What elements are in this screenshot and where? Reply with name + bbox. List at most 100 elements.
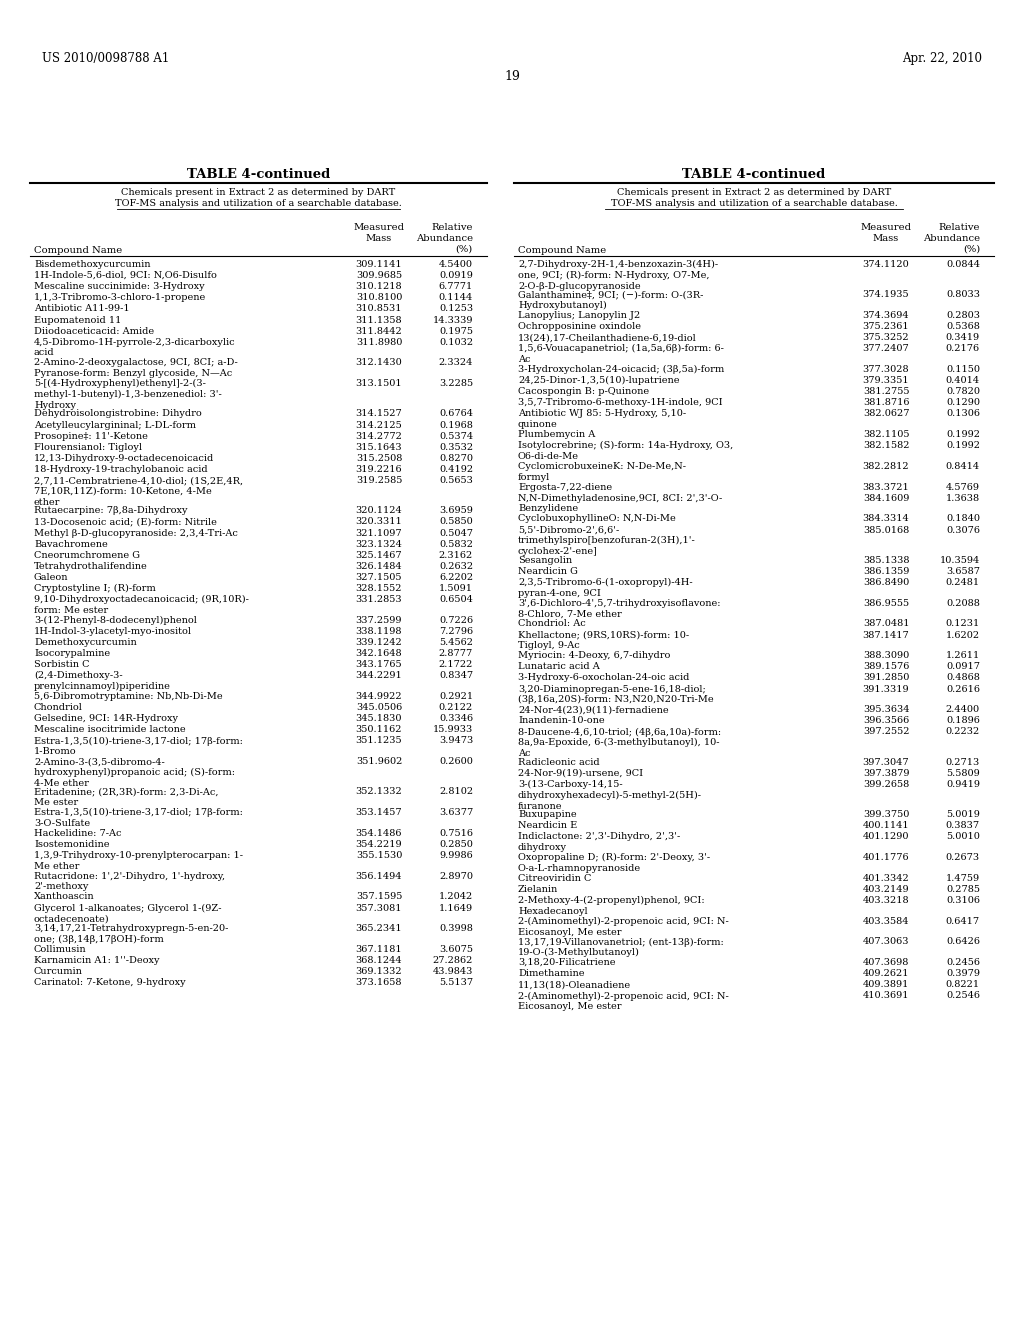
Text: 409.3891: 409.3891: [863, 981, 909, 989]
Text: 24,25-Dinor-1,3,5(10)-lupatriene: 24,25-Dinor-1,3,5(10)-lupatriene: [518, 376, 680, 385]
Text: Compound Name: Compound Name: [34, 246, 122, 255]
Text: Prosopine‡: 11'-Ketone: Prosopine‡: 11'-Ketone: [34, 432, 147, 441]
Text: Buxupapine: Buxupapine: [518, 810, 577, 820]
Text: 403.2149: 403.2149: [862, 884, 909, 894]
Text: 0.8347: 0.8347: [439, 672, 473, 680]
Text: 396.3566: 396.3566: [863, 717, 909, 725]
Text: Chemicals present in Extract 2 as determined by DART: Chemicals present in Extract 2 as determ…: [122, 187, 395, 197]
Text: 0.6764: 0.6764: [439, 409, 473, 418]
Text: 4.5400: 4.5400: [439, 260, 473, 269]
Text: 11,13(18)-Oleanadiene: 11,13(18)-Oleanadiene: [518, 981, 631, 989]
Text: 326.1484: 326.1484: [355, 562, 402, 570]
Text: Myriocin: 4-Deoxy, 6,7-dihydro: Myriocin: 4-Deoxy, 6,7-dihydro: [518, 651, 671, 660]
Text: 0.5368: 0.5368: [946, 322, 980, 331]
Text: Hackelidine: 7-Ac: Hackelidine: 7-Ac: [34, 829, 122, 838]
Text: 384.3314: 384.3314: [862, 515, 909, 524]
Text: Cacospongin B: p-Quinone: Cacospongin B: p-Quinone: [518, 387, 649, 396]
Text: 382.1582: 382.1582: [863, 441, 909, 450]
Text: 0.1231: 0.1231: [946, 619, 980, 628]
Text: 344.9922: 344.9922: [355, 692, 402, 701]
Text: 367.1181: 367.1181: [355, 945, 402, 954]
Text: 0.2176: 0.2176: [946, 345, 980, 354]
Text: 1H-Indole-5,6-diol, 9CI: N,O6-Disulfo: 1H-Indole-5,6-diol, 9CI: N,O6-Disulfo: [34, 271, 217, 280]
Text: CyclomicrobuxeineK: N-De-Me,N-
formyl: CyclomicrobuxeineK: N-De-Me,N- formyl: [518, 462, 686, 482]
Text: 381.8716: 381.8716: [863, 399, 909, 408]
Text: 327.1505: 327.1505: [355, 573, 402, 582]
Text: 1.5091: 1.5091: [439, 583, 473, 593]
Text: Eritadenine; (2R,3R)-form: 2,3-Di-Ac,
Me ester: Eritadenine; (2R,3R)-form: 2,3-Di-Ac, Me…: [34, 788, 218, 807]
Text: 9,10-Dihydroxyoctadecanoicacid; (9R,10R)-
form: Me ester: 9,10-Dihydroxyoctadecanoicacid; (9R,10R)…: [34, 595, 249, 615]
Text: 2-Amino-2-deoxygalactose, 9CI, 8CI; a-D-
Pyranose-form: Benzyl glycoside, N—Ac: 2-Amino-2-deoxygalactose, 9CI, 8CI; a-D-…: [34, 359, 238, 378]
Text: 0.3076: 0.3076: [946, 525, 980, 535]
Text: Carinatol: 7-Ketone, 9-hydroxy: Carinatol: 7-Ketone, 9-hydroxy: [34, 978, 185, 987]
Text: 0.8033: 0.8033: [946, 290, 980, 300]
Text: 0.2921: 0.2921: [439, 692, 473, 701]
Text: Khellactone; (9RS,10RS)-form: 10-
Tigloyl, 9-Ac: Khellactone; (9RS,10RS)-form: 10- Tigloy…: [518, 631, 689, 651]
Text: 5.5809: 5.5809: [946, 768, 980, 777]
Text: 1,1,3-Tribromo-3-chloro-1-propene: 1,1,3-Tribromo-3-chloro-1-propene: [34, 293, 206, 302]
Text: 0.3106: 0.3106: [946, 896, 980, 906]
Text: Galanthamine‡, 9CI; (−)-form: O-(3R-
Hydroxybutanoyl): Galanthamine‡, 9CI; (−)-form: O-(3R- Hyd…: [518, 290, 703, 310]
Text: 352.1332: 352.1332: [355, 788, 402, 796]
Text: 3-Hydroxycholan-24-oicacid; (3β,5a)-form: 3-Hydroxycholan-24-oicacid; (3β,5a)-form: [518, 366, 724, 374]
Text: TABLE 4-continued: TABLE 4-continued: [186, 168, 330, 181]
Text: Relative
Abundance
(%): Relative Abundance (%): [923, 223, 980, 253]
Text: 403.3218: 403.3218: [862, 896, 909, 906]
Text: 391.2850: 391.2850: [863, 673, 909, 682]
Text: 0.3837: 0.3837: [946, 821, 980, 830]
Text: 395.3634: 395.3634: [863, 705, 909, 714]
Text: 0.2616: 0.2616: [946, 685, 980, 693]
Text: 5,5'-Dibromo-2',6,6'-
trimethylspiro[benzofuran-2(3H),1'-
cyclohex-2'-ene]: 5,5'-Dibromo-2',6,6'- trimethylspiro[ben…: [518, 525, 695, 556]
Text: 15.9933: 15.9933: [433, 725, 473, 734]
Text: 0.2713: 0.2713: [946, 758, 980, 767]
Text: 312.1430: 312.1430: [355, 359, 402, 367]
Text: Oxopropaline D; (R)-form: 2'-Deoxy, 3'-
O-a-L-rhamnopyranoside: Oxopropaline D; (R)-form: 2'-Deoxy, 3'- …: [518, 853, 710, 873]
Text: 0.5832: 0.5832: [439, 540, 473, 549]
Text: 0.1253: 0.1253: [439, 305, 473, 313]
Text: 319.2216: 319.2216: [355, 465, 402, 474]
Text: 0.5047: 0.5047: [439, 528, 473, 537]
Text: 0.2546: 0.2546: [946, 991, 980, 1001]
Text: 355.1530: 355.1530: [355, 851, 402, 861]
Text: 331.2853: 331.2853: [355, 595, 402, 605]
Text: 357.1595: 357.1595: [355, 892, 402, 902]
Text: 401.1290: 401.1290: [863, 833, 909, 841]
Text: 3.9473: 3.9473: [438, 737, 473, 746]
Text: 19: 19: [504, 70, 520, 83]
Text: 0.4192: 0.4192: [439, 465, 473, 474]
Text: 374.1120: 374.1120: [862, 260, 909, 269]
Text: 5,6-Dibromotryptamine: Nb,Nb-Di-Me: 5,6-Dibromotryptamine: Nb,Nb-Di-Me: [34, 692, 222, 701]
Text: 350.1162: 350.1162: [355, 725, 402, 734]
Text: 9.9986: 9.9986: [439, 851, 473, 861]
Text: 0.2673: 0.2673: [946, 853, 980, 862]
Text: 354.2219: 354.2219: [355, 840, 402, 849]
Text: 397.3047: 397.3047: [862, 758, 909, 767]
Text: 0.6504: 0.6504: [439, 595, 473, 605]
Text: Xanthoascin: Xanthoascin: [34, 892, 94, 902]
Text: 338.1198: 338.1198: [355, 627, 402, 636]
Text: TOF-MS analysis and utilization of a searchable database.: TOF-MS analysis and utilization of a sea…: [610, 199, 897, 209]
Text: 377.2407: 377.2407: [862, 345, 909, 354]
Text: 310.1218: 310.1218: [355, 282, 402, 292]
Text: Estra-1,3,5(10)-triene-3,17-diol; 17β-form:
1-Bromo: Estra-1,3,5(10)-triene-3,17-diol; 17β-fo…: [34, 737, 243, 756]
Text: 403.3584: 403.3584: [863, 916, 909, 925]
Text: 2.8102: 2.8102: [439, 788, 473, 796]
Text: 5.4562: 5.4562: [439, 638, 473, 647]
Text: 0.1306: 0.1306: [946, 409, 980, 418]
Text: 399.3750: 399.3750: [863, 810, 909, 820]
Text: 0.3419: 0.3419: [946, 333, 980, 342]
Text: Lanopylius; Lanopylin J2: Lanopylius; Lanopylin J2: [518, 312, 640, 319]
Text: 1,3,9-Trihydroxy-10-prenylpterocarpan: 1-
Me ether: 1,3,9-Trihydroxy-10-prenylpterocarpan: 1…: [34, 851, 243, 871]
Text: 337.2599: 337.2599: [355, 616, 402, 624]
Text: 321.1097: 321.1097: [355, 528, 402, 537]
Text: 313.1501: 313.1501: [355, 379, 402, 388]
Text: 328.1552: 328.1552: [355, 583, 402, 593]
Text: 0.1840: 0.1840: [946, 515, 980, 524]
Text: 0.2803: 0.2803: [946, 312, 980, 319]
Text: Indiclactone: 2',3'-Dihydro, 2',3'-
dihydroxy: Indiclactone: 2',3'-Dihydro, 2',3'- dihy…: [518, 833, 680, 853]
Text: 24-Nor-9(19)-ursene, 9CI: 24-Nor-9(19)-ursene, 9CI: [518, 768, 643, 777]
Text: 3-(12-Phenyl-8-dodecenyl)phenol: 3-(12-Phenyl-8-dodecenyl)phenol: [34, 616, 197, 624]
Text: 311.8442: 311.8442: [355, 326, 402, 335]
Text: 368.1244: 368.1244: [355, 956, 402, 965]
Text: 373.1658: 373.1658: [355, 978, 402, 987]
